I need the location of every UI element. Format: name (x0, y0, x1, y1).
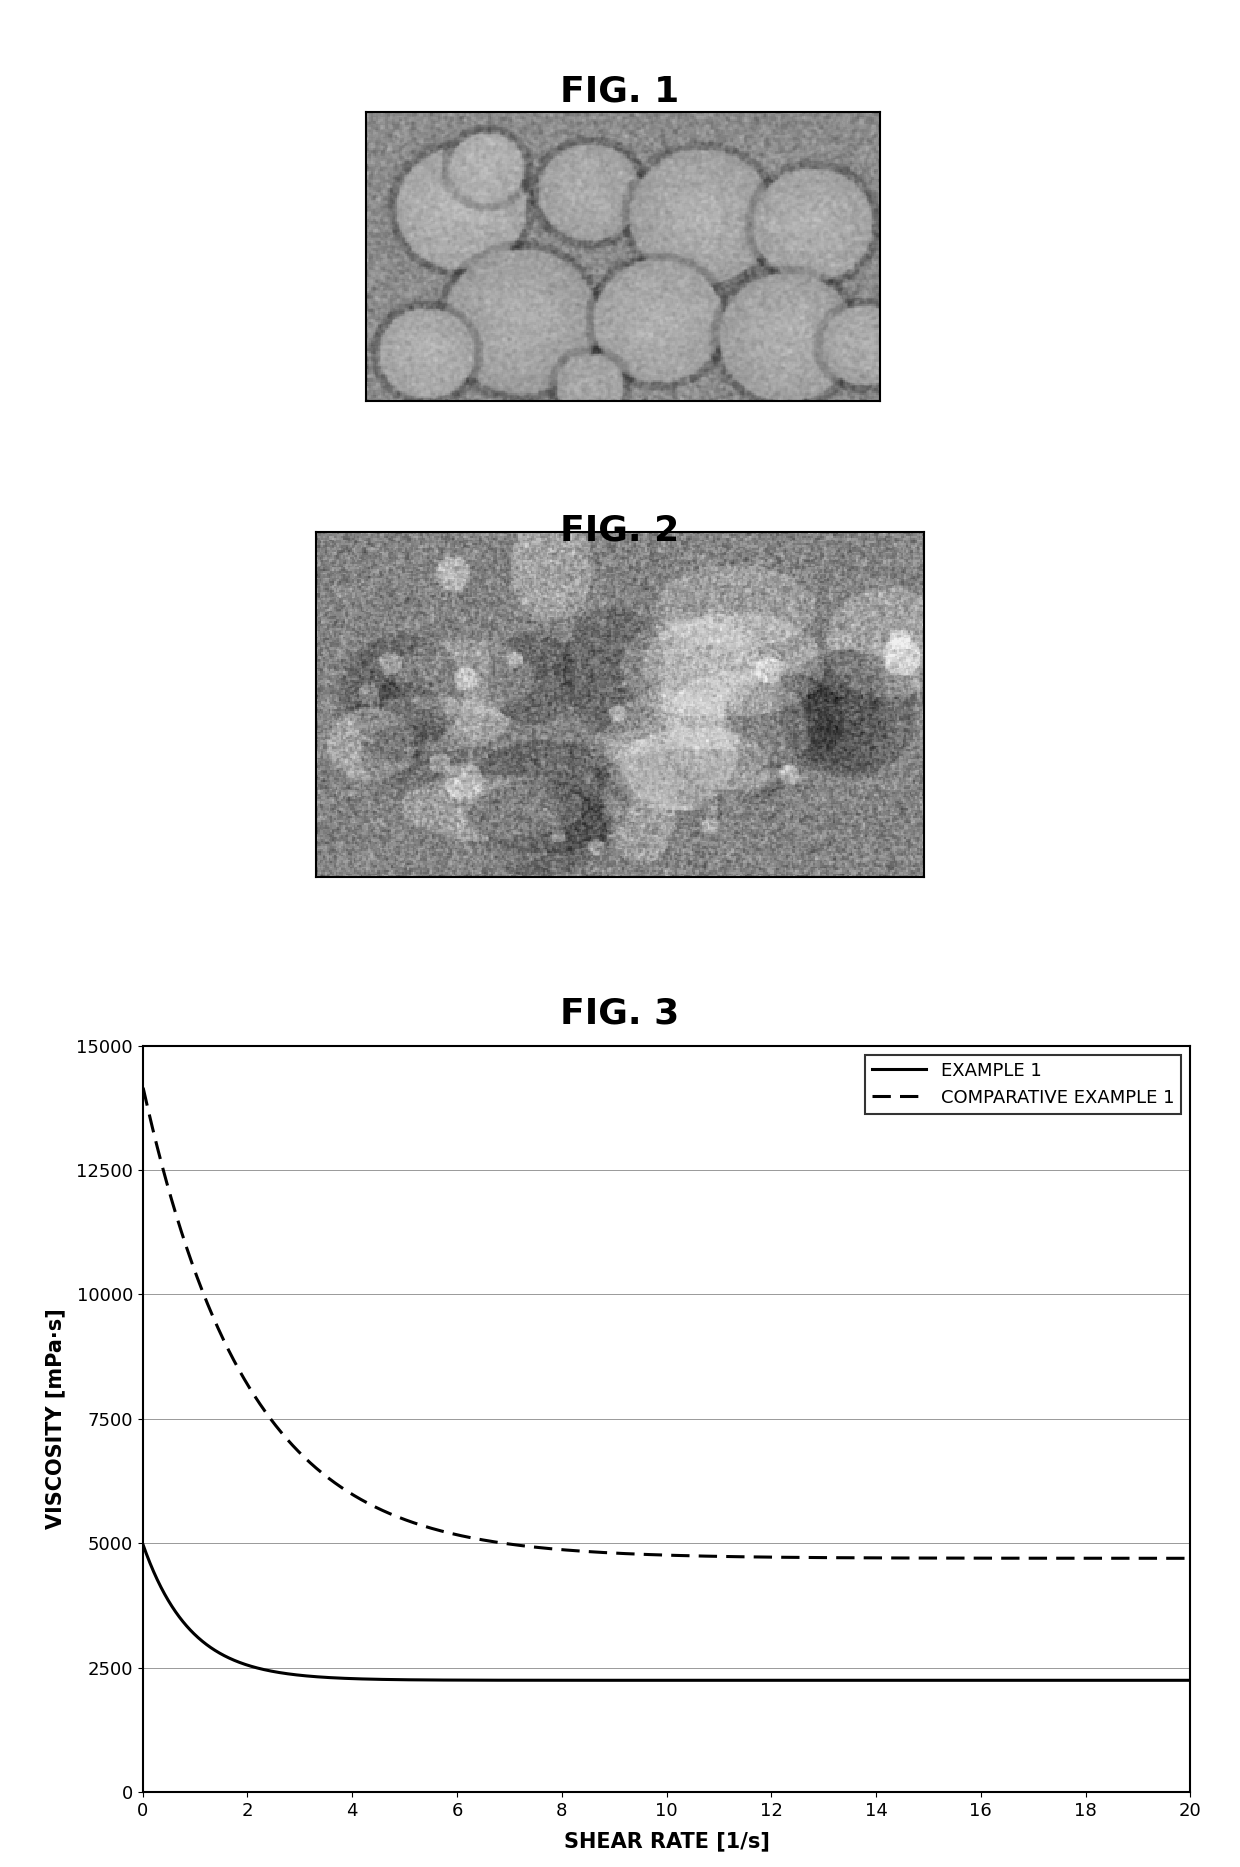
Text: FIG. 2: FIG. 2 (560, 513, 680, 547)
Legend: EXAMPLE 1, COMPARATIVE EXAMPLE 1: EXAMPLE 1, COMPARATIVE EXAMPLE 1 (864, 1055, 1182, 1115)
Text: FIG. 1: FIG. 1 (560, 75, 680, 108)
Y-axis label: VISCOSITY [mPa·s]: VISCOSITY [mPa·s] (45, 1309, 64, 1529)
Text: FIG. 3: FIG. 3 (560, 997, 680, 1031)
X-axis label: SHEAR RATE [1/s]: SHEAR RATE [1/s] (563, 1832, 770, 1852)
